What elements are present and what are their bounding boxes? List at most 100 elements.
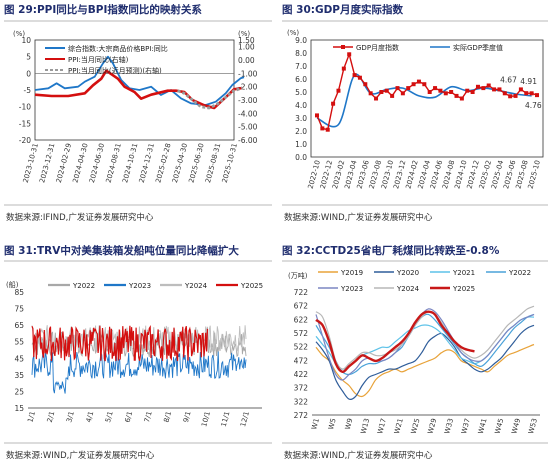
series-line-Y2020 xyxy=(315,324,535,401)
unit-label: (万吨) xyxy=(288,271,308,280)
y-tick-label: 6.0 xyxy=(295,75,307,84)
x-tick-label: 5/1 xyxy=(104,410,115,423)
y-tick-right: -2.00 xyxy=(238,83,258,92)
source-note: 数据来源:WIND,广发证券发展研究中心 xyxy=(6,450,155,461)
y-tick-label: 35 xyxy=(14,371,24,380)
x-tick-label: W53 xyxy=(527,417,539,434)
unit-label: (%) xyxy=(287,29,299,37)
y-tick-left: -15 xyxy=(19,119,31,128)
data-point-marker xyxy=(497,87,502,92)
legend-label: Y2025 xyxy=(452,285,475,293)
data-label: 4.91 xyxy=(520,77,537,86)
y-tick-label: 75 xyxy=(14,305,24,314)
legend-label: Y2023 xyxy=(340,285,363,293)
x-tick-label: 2024-10-31 xyxy=(121,142,139,183)
data-point-marker xyxy=(422,82,427,87)
x-tick-label: W33 xyxy=(443,417,455,434)
chart-title: 图 29:PPI同比与BPI指数同比的映射关系 xyxy=(4,3,202,16)
y-tick-label: 522 xyxy=(294,343,309,352)
y-tick-label: 55 xyxy=(14,338,24,347)
y-tick-label: 65 xyxy=(14,321,24,330)
x-tick-label: 2025-08-31 xyxy=(204,142,222,183)
legend: GDP月度指数 实际GDP季度值 xyxy=(333,43,503,52)
x-tick-label: 3/1 xyxy=(65,410,76,423)
data-point-marker xyxy=(315,113,319,118)
x-tick-label: 2023-12-31 xyxy=(38,142,56,183)
data-point-marker xyxy=(395,86,400,91)
data-point-marker xyxy=(427,90,432,94)
data-point-marker xyxy=(470,90,475,94)
chart-1-plot: (%) (%)1050-5-10-15-201.501.000.00-1.00-2… xyxy=(13,30,258,184)
y-tick-left: -20 xyxy=(19,136,31,145)
x-tick-label: W1 xyxy=(310,417,321,430)
series-line-Y2023 xyxy=(31,351,247,394)
y-tick-label: 1.0 xyxy=(295,140,307,149)
data-label: 4.76 xyxy=(525,101,542,110)
x-tick-label: 2024-06-30 xyxy=(88,142,106,183)
legend-label: 实际GDP季度值 xyxy=(453,43,503,52)
y-tick-right: 1.00 xyxy=(238,43,255,52)
x-tick-label: 11/1 xyxy=(220,410,232,427)
chart-2-plot: (%)9.08.07.06.05.04.03.02.01.00.02022-10… xyxy=(287,29,544,190)
y-tick-label: 372 xyxy=(294,384,309,393)
data-point-marker xyxy=(331,101,336,106)
y-tick-label: 8.0 xyxy=(295,49,307,58)
y-tick-right: 0.00 xyxy=(238,56,255,65)
x-tick-label: 4/1 xyxy=(85,410,96,423)
y-tick-right: -5.00 xyxy=(238,123,258,132)
x-tick-label: W25 xyxy=(410,417,422,434)
data-point-marker xyxy=(454,93,459,98)
chart-title: 图 32:CCTD25省电厂耗煤同比转跌至-0.8% xyxy=(282,244,500,257)
x-tick-label: W37 xyxy=(460,417,472,434)
y-tick-label: 622 xyxy=(294,315,309,324)
x-tick-label: 8/1 xyxy=(162,410,173,423)
y-tick-label: 672 xyxy=(294,302,309,311)
y-tick-label: 4.0 xyxy=(295,101,307,110)
y-tick-label: 15 xyxy=(14,404,24,413)
chart-panel-3: 图 31:TRV中对美集装箱发船吨位量同比降幅扩大数据来源:WIND,广发证券发… xyxy=(4,244,272,461)
legend-label: Y2022 xyxy=(508,269,531,277)
right-unit-label: (%) xyxy=(238,30,250,38)
data-point-marker xyxy=(406,86,411,91)
data-point-marker xyxy=(390,93,395,98)
x-tick-label: W9 xyxy=(344,417,355,430)
x-tick-label: 2024-04-30 xyxy=(71,142,89,183)
legend-label: Y2020 xyxy=(396,269,419,277)
data-point-marker xyxy=(508,94,513,99)
chart-panel-1: 图 29:PPI同比与BPI指数同比的映射关系数据来源:IFIND,广发证券发展… xyxy=(4,3,272,223)
x-tick-label: 2/1 xyxy=(46,410,57,423)
data-point-marker xyxy=(502,91,507,96)
y-tick-left: -10 xyxy=(19,103,31,112)
legend-label: Y2024 xyxy=(184,282,208,290)
series-line-1 xyxy=(34,55,245,106)
chart-3-plot: (船)85 75 65 55 45 35 25 151/1 2/1 3/1 4/1 5/1 6/1 7/1… xyxy=(6,280,263,428)
x-tick-label: 2025-02-28 xyxy=(154,142,172,183)
data-point-marker xyxy=(475,84,480,89)
x-tick-label: 2025-04-30 xyxy=(171,142,189,183)
legend-label: Y2025 xyxy=(240,282,263,290)
y-tick-right: -1.00 xyxy=(238,69,258,78)
series-line-Y2022 xyxy=(315,313,535,376)
data-point-marker xyxy=(438,88,443,93)
x-tick-label: 2025-10-31 xyxy=(221,142,239,183)
plot-frame xyxy=(310,39,544,158)
x-tick-label: 6/1 xyxy=(124,410,135,423)
y-tick-right: -3.00 xyxy=(238,96,258,105)
data-point-marker xyxy=(416,79,421,84)
data-point-marker xyxy=(524,91,529,96)
y-tick-label: 25 xyxy=(14,387,24,396)
data-point-marker xyxy=(513,93,518,98)
source-note: 数据来源:WIND,广发证券发展研究中心 xyxy=(284,450,433,461)
data-point-marker xyxy=(336,88,341,93)
source-note: 数据来源:IFIND,广发证券发展研究中心 xyxy=(6,212,154,223)
data-point-marker xyxy=(363,82,368,87)
data-point-marker xyxy=(341,66,346,71)
data-point-marker xyxy=(347,52,352,57)
y-tick-label: 322 xyxy=(294,397,309,406)
unit-label: (船) xyxy=(6,280,19,289)
data-point-marker xyxy=(368,91,373,96)
data-point-marker xyxy=(400,91,405,96)
